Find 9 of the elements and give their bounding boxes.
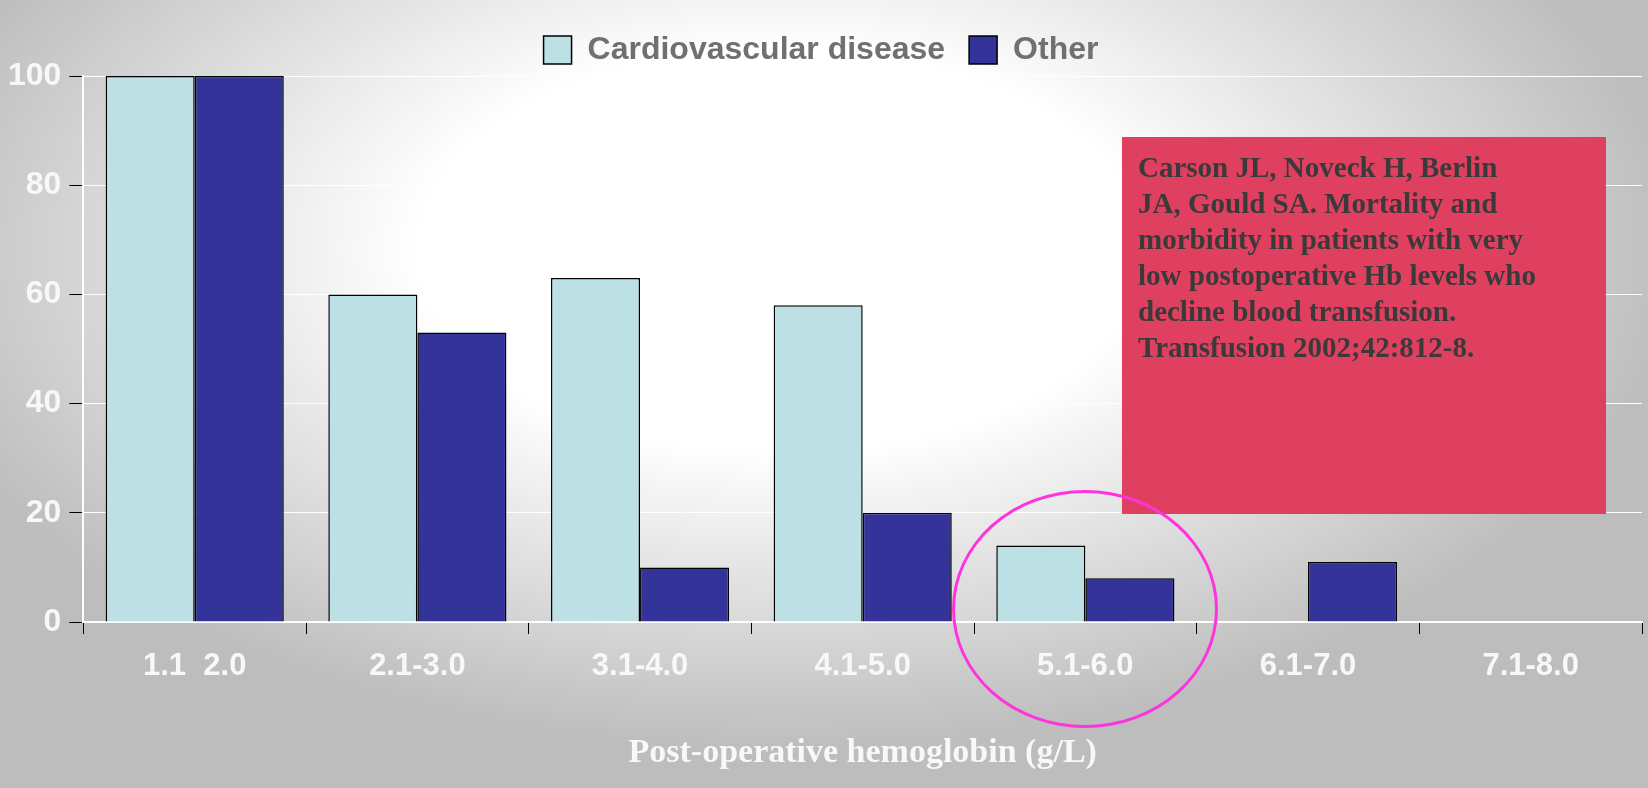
- x-tick-label: 1.1 2.0: [143, 647, 247, 683]
- legend-label: Other: [1013, 29, 1099, 66]
- x-tick-label: 7.1-8.0: [1482, 647, 1579, 683]
- y-tick-label: 20: [25, 492, 62, 529]
- legend-label: Cardiovascular disease: [587, 29, 946, 66]
- annotation: Carson JL, Noveck H, Berlin JA, Gould SA. Mortality and morbidity in patients with very low postoperative Hb levels who decline blood transfusion. Transfusion 2002;42:812-8.: [1138, 150, 1537, 365]
- y-tick-label: 0: [43, 601, 62, 638]
- x-tick-label: 6.1-7.0: [1259, 647, 1357, 683]
- x-axis-title: Post-operative hemoglobin (g/L): [628, 732, 1097, 771]
